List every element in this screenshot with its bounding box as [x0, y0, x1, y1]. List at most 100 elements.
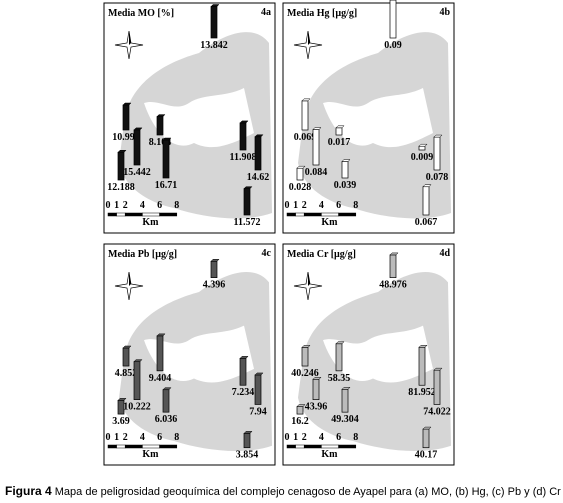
panel-tag: 4c — [262, 248, 272, 259]
bar — [239, 358, 247, 386]
bar — [117, 400, 125, 415]
bar-top — [389, 252, 399, 256]
value-label: 7.234 — [232, 387, 255, 398]
value-label: 0.078 — [426, 172, 449, 183]
scale-segment — [295, 212, 305, 217]
value-label: 3.69 — [112, 416, 130, 427]
scale-unit: Km — [321, 449, 338, 460]
bar — [156, 335, 164, 372]
value-label: 0.039 — [334, 180, 357, 191]
map-panel: Media Hg [µg/g] 4b 0 1 2 4 6 8 Km 0.09 0.069 0.017 0… — [282, 0, 455, 234]
scale-tick-label: 0 — [106, 432, 111, 443]
value-label: 4.396 — [203, 280, 226, 291]
bar — [301, 347, 309, 367]
bar — [389, 0, 397, 39]
scale-tick-label: 8 — [353, 200, 358, 211]
map-panel: Media Pb [µg/g] 4c 0 1 2 4 6 8 Km 4.396 4.852 9.404… — [103, 243, 276, 466]
value-label: 11.572 — [234, 217, 261, 228]
scale-segment — [107, 444, 117, 449]
scale-tick-label: 4 — [319, 432, 324, 443]
value-label: 16.71 — [155, 180, 178, 191]
scale-tick-label: 2 — [302, 200, 307, 211]
bar-top — [335, 125, 345, 129]
bar-top — [341, 159, 351, 162]
panel-tag: 4a — [261, 7, 271, 18]
bar-top — [156, 114, 166, 117]
bar-top — [243, 186, 253, 189]
bar — [239, 122, 247, 151]
scale-tick-label: 0 — [285, 200, 290, 211]
bar — [433, 369, 441, 405]
scale-segment — [142, 212, 160, 217]
bar — [335, 127, 343, 136]
bar — [341, 388, 349, 413]
bar — [422, 428, 430, 449]
north-arrow — [293, 30, 323, 60]
scale-tick-label: 6 — [336, 432, 341, 443]
panel-title: Media Hg [µg/g] — [287, 8, 357, 19]
bar-top — [162, 387, 172, 390]
value-label: 58.35 — [328, 373, 351, 384]
value-label: 8.104 — [149, 137, 172, 148]
compass-n — [308, 272, 310, 286]
value-label: 0.067 — [415, 217, 438, 228]
bar — [418, 145, 426, 151]
value-label: 10.222 — [123, 402, 151, 413]
value-label: 7.94 — [249, 406, 267, 417]
scale-segment — [303, 212, 322, 217]
value-label: 74.022 — [423, 406, 451, 417]
scale-tick-label: 6 — [157, 432, 162, 443]
bar — [335, 343, 343, 372]
scale-segment — [321, 444, 339, 449]
panel-title: Media MO [%] — [108, 8, 174, 19]
bar-top — [422, 426, 432, 430]
scale-tick-label: 4 — [140, 432, 145, 443]
bar — [301, 100, 309, 131]
scale-tick-label: 2 — [123, 432, 128, 443]
scale-unit: Km — [142, 217, 159, 228]
bar-top — [133, 127, 143, 131]
scale-segment — [303, 444, 322, 449]
value-label: 6.036 — [155, 414, 178, 425]
bar-top — [296, 404, 306, 407]
scale-segment — [286, 212, 296, 217]
caption: Figura 4 Mapa de peligrosidad geoquímica… — [5, 484, 563, 498]
value-label: 0.084 — [305, 167, 328, 178]
scale-tick-label: 1 — [114, 432, 119, 443]
bar-top — [117, 150, 127, 153]
scale-unit: Km — [321, 217, 338, 228]
scale-segment — [286, 444, 296, 449]
compass-n — [129, 272, 131, 286]
map-panel: Media Cr [µg/g] 4d 0 1 2 4 6 8 Km 48.976 40.246 58.… — [282, 243, 455, 466]
bar — [210, 6, 218, 39]
value-label: 12.188 — [107, 182, 135, 193]
scale-tick-label: 2 — [123, 200, 128, 211]
scale-segment — [338, 444, 357, 449]
bar — [162, 389, 170, 413]
compass-n — [129, 31, 131, 45]
value-label: 49.304 — [331, 414, 359, 425]
bar-top — [418, 143, 428, 147]
scale-tick-label: 0 — [285, 432, 290, 443]
value-label: 40.17 — [415, 450, 438, 461]
value-label: 9.404 — [149, 373, 172, 384]
scale-tick-label: 8 — [353, 432, 358, 443]
bar-top — [312, 377, 322, 380]
bar-top — [312, 127, 322, 130]
scale-tick-label: 2 — [302, 432, 307, 443]
bar — [312, 129, 320, 166]
panel-title: Media Cr [µg/g] — [287, 249, 356, 260]
scale-tick-label: 1 — [293, 200, 298, 211]
bar-top — [243, 431, 253, 434]
value-label: 13.842 — [200, 40, 228, 51]
bar — [117, 151, 125, 181]
bar — [122, 104, 130, 131]
bar-top — [239, 120, 249, 124]
bar — [254, 136, 262, 171]
bar — [296, 406, 304, 415]
bar-top — [254, 372, 264, 376]
bar — [433, 136, 441, 171]
scale-segment — [116, 212, 126, 217]
